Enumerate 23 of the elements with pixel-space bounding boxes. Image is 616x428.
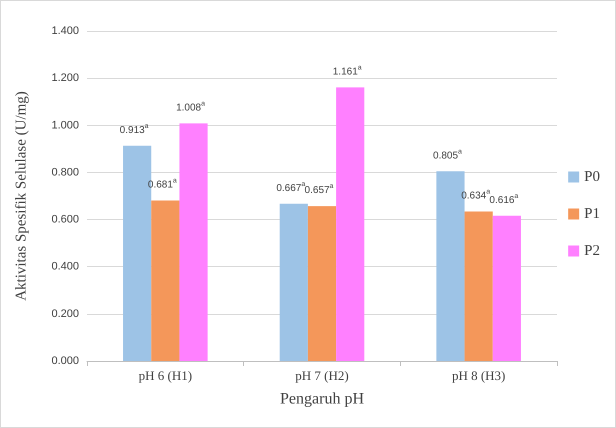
y-axis-title: Aktivitas Spesifik Selulase (U/mg) [14,91,30,301]
legend-label: P1 [584,206,600,222]
bar [464,212,493,361]
bar [179,123,208,361]
y-tick-label: 1.400 [51,25,79,37]
x-tick-label: pH 7 (H2) [295,368,349,383]
y-tick-label: 0.400 [51,260,79,273]
bar [280,204,308,361]
bar [308,206,336,361]
x-tick-label: pH 6 (H1) [138,368,192,383]
y-tick-label: 0.200 [51,308,79,320]
y-tick-label: 0.800 [51,166,79,178]
y-tick-label: 1.200 [51,72,79,84]
y-tick-label: 1.000 [51,119,79,132]
x-axis-title: Pengaruh pH [280,390,364,408]
bar [336,87,364,361]
y-tick-label: 0.000 [51,355,79,367]
bar [492,216,521,361]
bar [151,200,180,361]
legend-label: P2 [584,243,600,259]
legend-label: P0 [584,169,600,185]
y-tick-label: 0.600 [51,214,79,226]
x-tick-label: pH 8 (H3) [452,368,506,383]
